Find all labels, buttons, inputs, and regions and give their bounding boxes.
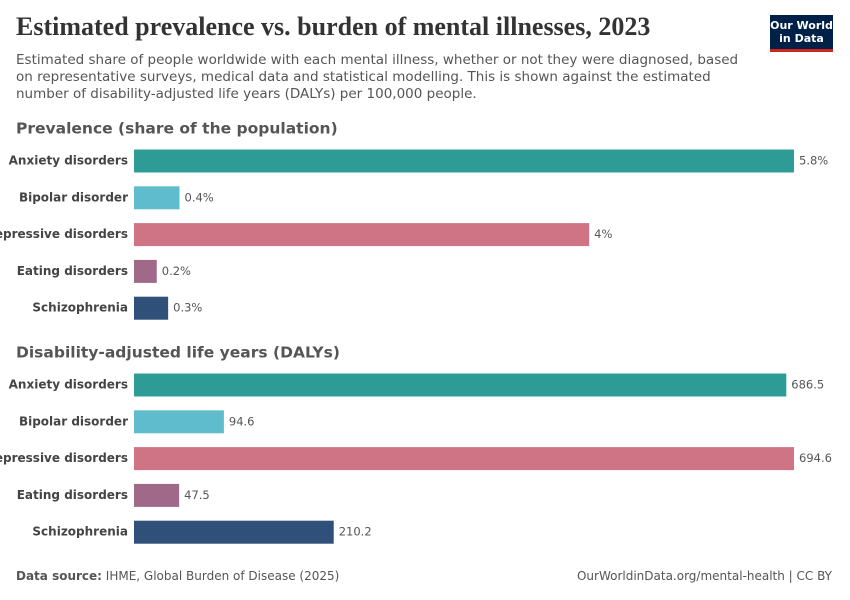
bar bbox=[134, 373, 787, 397]
source-label: Data source: bbox=[16, 569, 102, 583]
category-label: Eating disorders bbox=[17, 488, 128, 502]
chart-subtitle: Disability-adjusted life years (DALYs) bbox=[16, 344, 340, 362]
category-label: Bipolar disorder bbox=[19, 190, 128, 204]
category-label: Depressive disorders bbox=[0, 451, 128, 465]
bar bbox=[134, 447, 794, 471]
value-label: 686.5 bbox=[791, 378, 824, 392]
value-label: 4% bbox=[594, 227, 612, 241]
value-label: 5.8% bbox=[799, 154, 828, 168]
category-label: Schizophrenia bbox=[32, 301, 128, 315]
bar bbox=[134, 483, 180, 507]
url[interactable]: OurWorldinData.org/mental-health | CC BY bbox=[576, 569, 832, 583]
subtitle: Estimated share of people worldwide with… bbox=[16, 52, 739, 102]
category-label: Anxiety disorders bbox=[9, 154, 128, 168]
value-label: 47.5 bbox=[184, 488, 210, 502]
source: Data source: IHME, Global Burden of Dise… bbox=[16, 569, 339, 583]
source-text: IHME, Global Burden of Disease (2025) bbox=[105, 569, 340, 583]
bar bbox=[134, 186, 180, 210]
category-label: Depressive disorders bbox=[0, 227, 128, 241]
chart-subtitle: Prevalence (share of the population) bbox=[16, 120, 338, 138]
logo[interactable]: Our World in Data bbox=[770, 15, 833, 52]
value-label: 0.2% bbox=[162, 264, 191, 278]
bar bbox=[134, 223, 590, 247]
value-label: 0.4% bbox=[185, 190, 214, 204]
bar bbox=[134, 259, 157, 283]
bar bbox=[134, 520, 334, 544]
value-label: 0.3% bbox=[173, 301, 202, 315]
logo-line: in Data bbox=[779, 32, 824, 45]
title: Estimated prevalence vs. burden of menta… bbox=[16, 12, 651, 41]
category-label: Bipolar disorder bbox=[19, 414, 128, 428]
value-label: 210.2 bbox=[339, 525, 372, 539]
value-label: 694.6 bbox=[799, 451, 832, 465]
category-label: Eating disorders bbox=[17, 264, 128, 278]
category-label: Schizophrenia bbox=[32, 525, 128, 539]
logo-line: Our World bbox=[770, 19, 833, 32]
bar bbox=[134, 149, 794, 173]
category-label: Anxiety disorders bbox=[9, 378, 128, 392]
bar bbox=[134, 410, 224, 434]
value-label: 94.6 bbox=[229, 414, 255, 428]
bar bbox=[134, 296, 169, 320]
